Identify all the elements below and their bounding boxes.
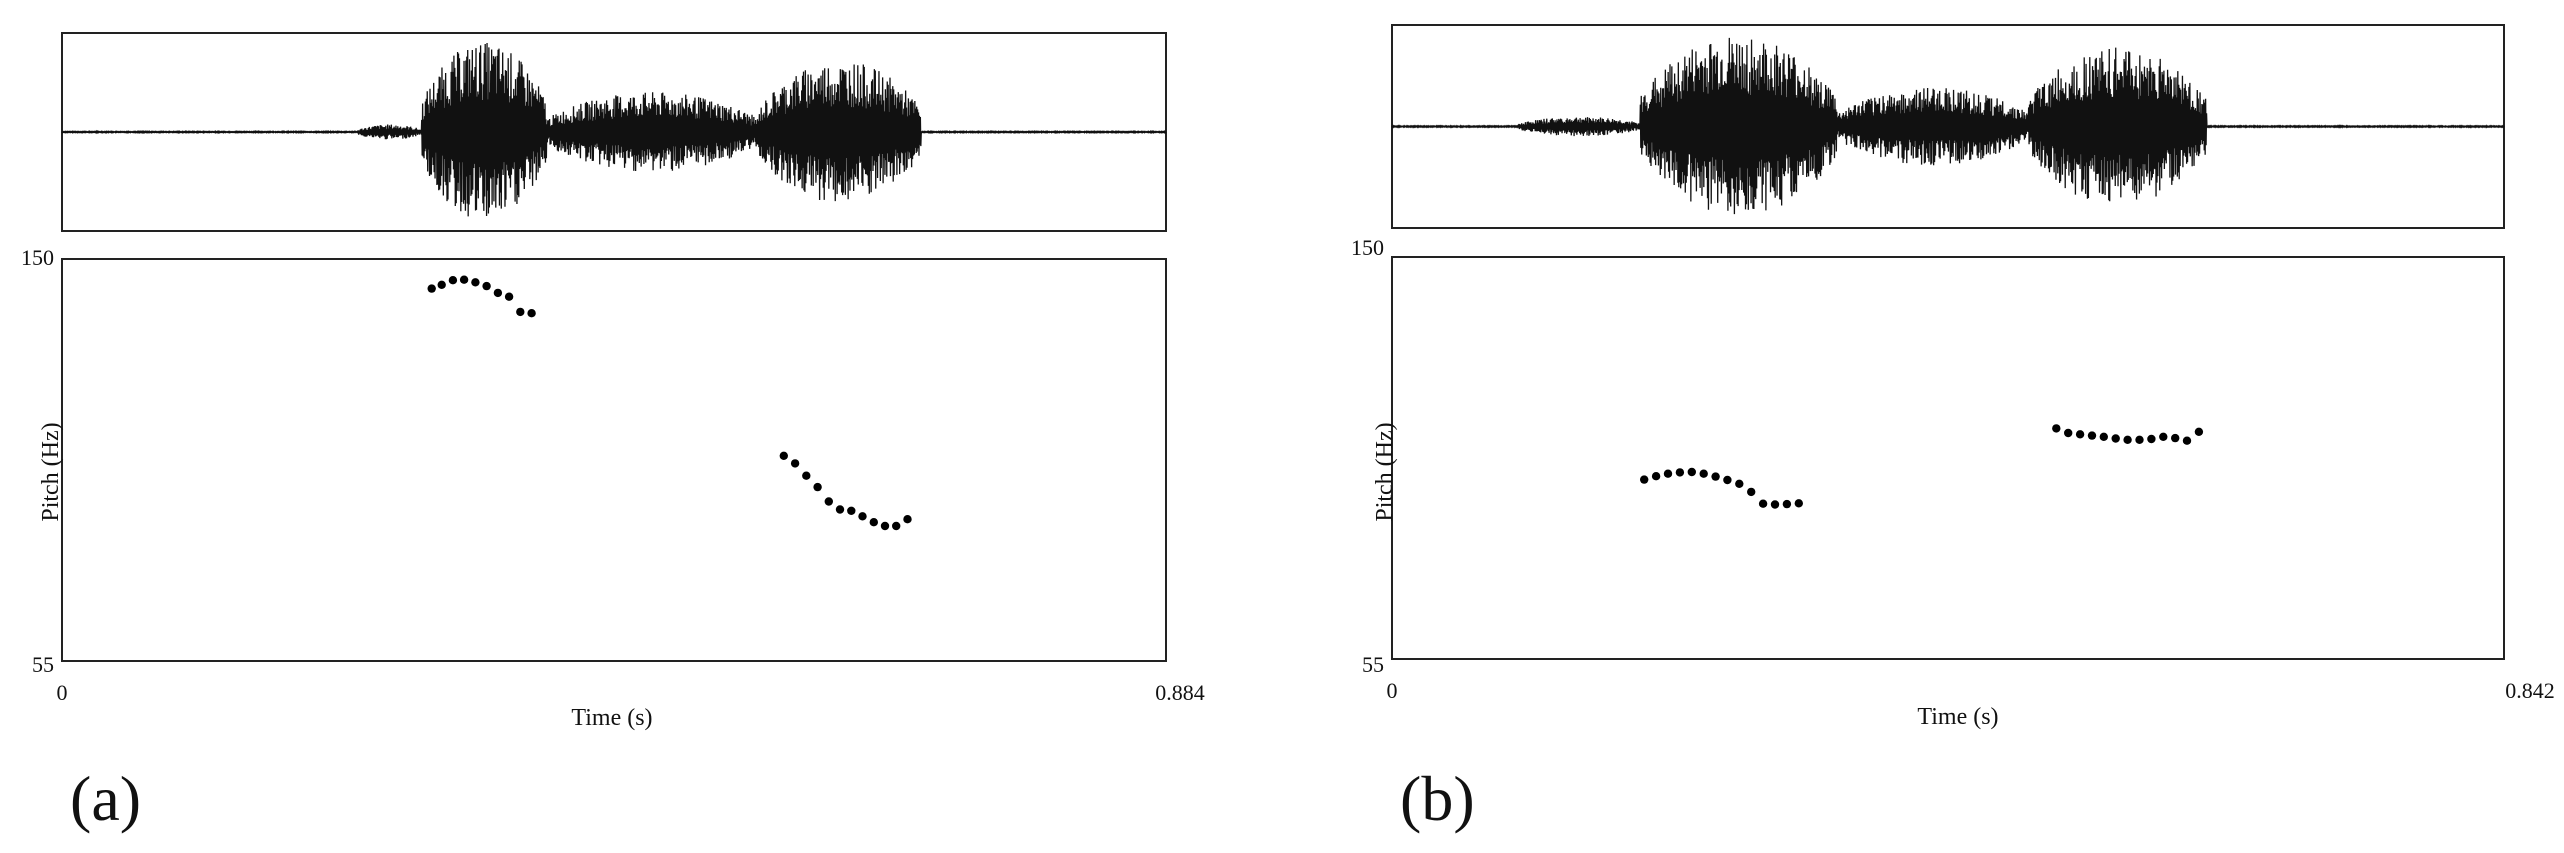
pitch-points-a (427, 275, 912, 531)
pitch-point (2123, 435, 2132, 444)
pitch-point (869, 518, 878, 527)
pitch-point (1640, 475, 1649, 484)
x-max-label: 0.842 (2505, 678, 2555, 703)
pitch-point (2075, 430, 2085, 439)
y-min-label: 55 (1362, 652, 1384, 677)
y-min-label: 55 (32, 652, 54, 677)
pitch-point (790, 459, 800, 468)
pitch-point (813, 482, 822, 492)
pitch-point (1770, 500, 1780, 509)
y-axis-title: Pitch (Hz) (1372, 422, 1398, 521)
x-axis-title: Time (s) (1917, 704, 1998, 730)
y-axis-title: Pitch (Hz) (38, 422, 64, 521)
pitch-point (2135, 435, 2144, 444)
pitch-point (2194, 427, 2204, 436)
pitch-point (1711, 472, 1720, 481)
pitch-point (2111, 434, 2120, 443)
pitch-point (824, 497, 833, 506)
pitch-point (2171, 433, 2180, 443)
x-axis-title: Time (s) (571, 705, 652, 731)
pitch-point (892, 521, 901, 531)
panel-b: 150 55 0 0.842 Time (s) Pitch (Hz) (b) (1351, 24, 2555, 834)
pitch-point (1735, 479, 1744, 488)
pitch-point (527, 309, 536, 318)
x-min-label: 0 (1387, 678, 1398, 703)
pitch-point (459, 275, 469, 284)
pitch-point (1675, 468, 1685, 477)
panel-a: 150 55 0 0.884 Time (s) Pitch (Hz) (a) (21, 32, 1205, 834)
pitch-point (516, 307, 525, 317)
pitch-point (427, 284, 436, 293)
x-max-label: 0.884 (1155, 680, 1205, 705)
pitch-point (448, 276, 458, 285)
panel-label-b: (b) (1400, 763, 1475, 834)
pitch-point (1758, 499, 1768, 508)
pitch-point (2182, 436, 2192, 445)
pitch-point (847, 506, 856, 515)
pitch-point (1794, 499, 1804, 508)
pitch-point (2052, 424, 2061, 433)
pitch-point (903, 515, 912, 524)
pitch-point (1687, 467, 1697, 477)
pitch-point (471, 278, 480, 287)
pitch-point (1651, 472, 1661, 481)
pitch-point (2147, 434, 2156, 444)
pitch-plot-frame-a (61, 258, 1167, 662)
pitch-point (2159, 432, 2168, 441)
pitch-point (1699, 469, 1708, 478)
pitch-point (2087, 431, 2097, 440)
pitch-point (2099, 432, 2108, 441)
waveform-trace-b (1391, 37, 2505, 215)
x-min-label: 0 (57, 680, 68, 705)
pitch-point (2064, 428, 2073, 438)
waveform-trace-a (61, 42, 1167, 217)
pitch-point (1782, 499, 1792, 509)
pitch-point (880, 521, 890, 531)
pitch-point (482, 281, 491, 291)
pitch-point (779, 451, 788, 460)
pitch-point (1723, 475, 1732, 485)
pitch-point (437, 280, 446, 289)
pitch-point (858, 512, 867, 521)
panel-label-a: (a) (70, 763, 141, 834)
pitch-point (504, 292, 514, 301)
pitch-point (1663, 469, 1673, 478)
pitch-point (1747, 487, 1756, 497)
pitch-plot-frame-b (1391, 256, 2505, 660)
pitch-point (493, 288, 503, 298)
pitch-point (802, 471, 811, 480)
pitch-point (835, 505, 845, 514)
pitch-points-b (1640, 424, 2204, 509)
y-max-label: 150 (21, 245, 54, 270)
y-max-label: 150 (1351, 235, 1384, 260)
